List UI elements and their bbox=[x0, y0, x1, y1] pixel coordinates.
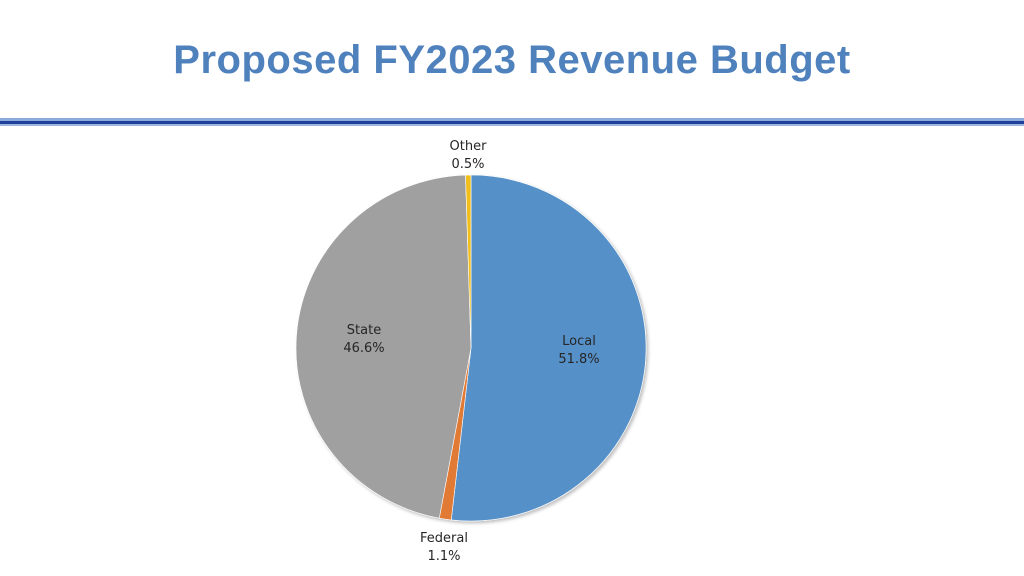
slice-value-federal: 1.1% bbox=[427, 549, 460, 564]
title-divider-middle bbox=[0, 121, 1024, 124]
slice-label-federal: Federal bbox=[420, 531, 468, 546]
slice-label-local: Local bbox=[562, 334, 596, 349]
slide-title: Proposed FY2023 Revenue Budget bbox=[173, 38, 851, 82]
title-divider-top bbox=[0, 118, 1024, 121]
slice-value-local: 51.8% bbox=[558, 352, 599, 367]
pie-slice-other bbox=[465, 174, 472, 349]
pie-slice-local bbox=[450, 174, 647, 522]
pie-slice-state bbox=[295, 174, 472, 519]
pie-labels: Local 51.8% Federal 1.1% State 46.6% Other 0.5% bbox=[343, 139, 599, 564]
slice-label-state: State bbox=[347, 323, 381, 338]
slice-value-other: 0.5% bbox=[451, 157, 484, 172]
pie-slices bbox=[295, 174, 647, 522]
slice-value-state: 46.6% bbox=[343, 341, 384, 356]
title-divider-bottom bbox=[0, 124, 1024, 126]
slice-label-other: Other bbox=[450, 139, 488, 154]
